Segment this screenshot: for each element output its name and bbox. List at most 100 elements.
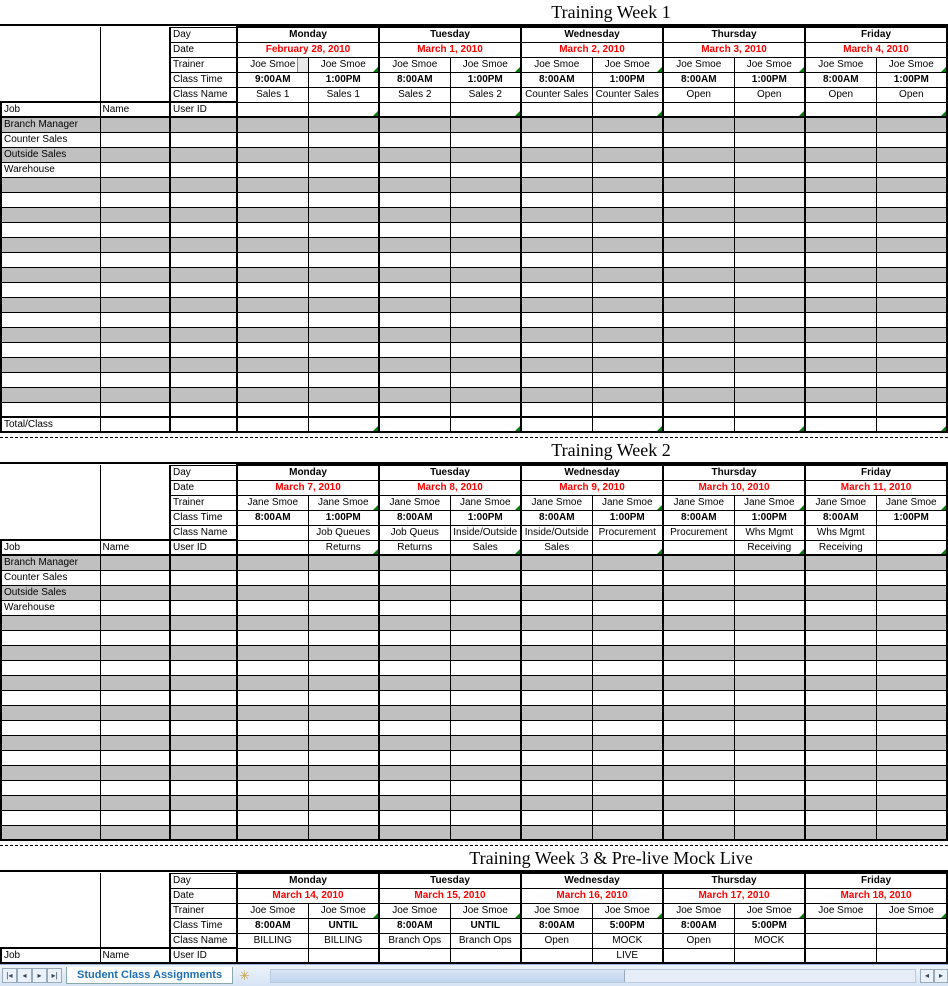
data-cell[interactable] (308, 237, 379, 252)
data-cell[interactable] (663, 342, 734, 357)
trainer-cell[interactable]: Jane Smoe (521, 495, 592, 510)
data-cell[interactable] (521, 720, 592, 735)
total-cell[interactable] (805, 417, 876, 432)
data-cell[interactable] (805, 615, 876, 630)
class-name-cell[interactable]: Open (876, 87, 947, 102)
class-name-cell[interactable] (805, 933, 876, 948)
class-name-cell[interactable]: MOCK (592, 933, 663, 948)
data-cell[interactable] (592, 585, 663, 600)
data-cell[interactable] (450, 282, 521, 297)
job-cell[interactable] (1, 192, 100, 207)
class-name-cell[interactable]: Counter Sales (521, 87, 592, 102)
data-cell[interactable] (592, 117, 663, 132)
class-name-cell[interactable]: Branch Ops (379, 933, 450, 948)
data-cell[interactable] (379, 147, 450, 162)
data-cell[interactable] (876, 357, 947, 372)
data-cell[interactable] (805, 570, 876, 585)
data-cell[interactable] (308, 825, 379, 840)
class-name-line2[interactable] (876, 540, 947, 555)
data-cell[interactable] (237, 177, 308, 192)
job-cell[interactable] (1, 645, 100, 660)
class-name-line2[interactable] (805, 102, 876, 117)
data-cell[interactable] (876, 585, 947, 600)
data-cell[interactable] (521, 252, 592, 267)
data-cell[interactable] (521, 387, 592, 402)
data-cell[interactable] (876, 312, 947, 327)
data-cell[interactable] (592, 660, 663, 675)
data-cell[interactable] (734, 705, 805, 720)
class-name-line2[interactable]: Sales (450, 540, 521, 555)
data-cell[interactable] (308, 372, 379, 387)
data-cell[interactable] (308, 297, 379, 312)
class-time-cell[interactable]: 1:00PM (450, 72, 521, 87)
data-cell[interactable] (237, 630, 308, 645)
job-cell[interactable] (1, 237, 100, 252)
data-cell[interactable] (876, 192, 947, 207)
data-cell[interactable] (734, 237, 805, 252)
job-cell[interactable]: Counter Sales (1, 570, 100, 585)
data-cell[interactable] (805, 252, 876, 267)
class-name-cell[interactable]: Sales 1 (308, 87, 379, 102)
trainer-cell[interactable]: Jane Smoe (805, 495, 876, 510)
data-cell[interactable] (237, 192, 308, 207)
data-cell[interactable] (805, 780, 876, 795)
data-cell[interactable] (521, 780, 592, 795)
name-cell[interactable] (100, 297, 170, 312)
data-cell[interactable] (521, 675, 592, 690)
userid-cell[interactable] (170, 162, 237, 177)
data-cell[interactable] (805, 117, 876, 132)
userid-cell[interactable] (170, 765, 237, 780)
data-cell[interactable] (734, 555, 805, 570)
name-cell[interactable] (100, 222, 170, 237)
data-cell[interactable] (876, 327, 947, 342)
name-cell[interactable] (100, 162, 170, 177)
trainer-cell[interactable]: Jane Smoe (592, 495, 663, 510)
data-cell[interactable] (379, 252, 450, 267)
data-cell[interactable] (592, 147, 663, 162)
class-name-cell[interactable]: Job Queus (379, 525, 450, 540)
job-cell[interactable]: Branch Manager (1, 117, 100, 132)
name-cell[interactable] (100, 795, 170, 810)
class-name-cell[interactable] (876, 525, 947, 540)
data-cell[interactable] (592, 705, 663, 720)
data-cell[interactable] (663, 192, 734, 207)
data-cell[interactable] (876, 570, 947, 585)
trainer-cell[interactable]: Joe Smoe (308, 57, 379, 72)
data-cell[interactable] (734, 615, 805, 630)
data-cell[interactable] (237, 372, 308, 387)
data-cell[interactable] (592, 312, 663, 327)
class-name-line2[interactable]: Returns (308, 540, 379, 555)
data-cell[interactable] (805, 705, 876, 720)
data-cell[interactable] (450, 630, 521, 645)
data-cell[interactable] (450, 147, 521, 162)
data-cell[interactable] (450, 267, 521, 282)
data-cell[interactable] (592, 177, 663, 192)
data-cell[interactable] (663, 750, 734, 765)
data-cell[interactable] (876, 735, 947, 750)
data-cell[interactable] (876, 630, 947, 645)
nav-first-icon[interactable]: |◂ (2, 968, 17, 983)
name-cell[interactable] (100, 810, 170, 825)
trainer-cell[interactable]: Jane Smoe (308, 495, 379, 510)
data-cell[interactable] (663, 267, 734, 282)
job-cell[interactable]: Warehouse (1, 600, 100, 615)
data-cell[interactable] (876, 600, 947, 615)
data-cell[interactable] (805, 735, 876, 750)
data-cell[interactable] (379, 357, 450, 372)
job-cell[interactable] (1, 720, 100, 735)
job-cell[interactable] (1, 795, 100, 810)
data-cell[interactable] (237, 720, 308, 735)
data-cell[interactable] (805, 342, 876, 357)
data-cell[interactable] (734, 645, 805, 660)
userid-cell[interactable] (170, 735, 237, 750)
data-cell[interactable] (876, 675, 947, 690)
new-sheet-icon[interactable]: ✳ (239, 968, 250, 984)
data-cell[interactable] (450, 297, 521, 312)
trainer-cell[interactable]: Jane Smoe (237, 495, 308, 510)
data-cell[interactable] (308, 765, 379, 780)
data-cell[interactable] (876, 252, 947, 267)
data-cell[interactable] (734, 675, 805, 690)
data-cell[interactable] (521, 177, 592, 192)
class-name-cell[interactable]: Open (521, 933, 592, 948)
userid-cell[interactable] (170, 600, 237, 615)
